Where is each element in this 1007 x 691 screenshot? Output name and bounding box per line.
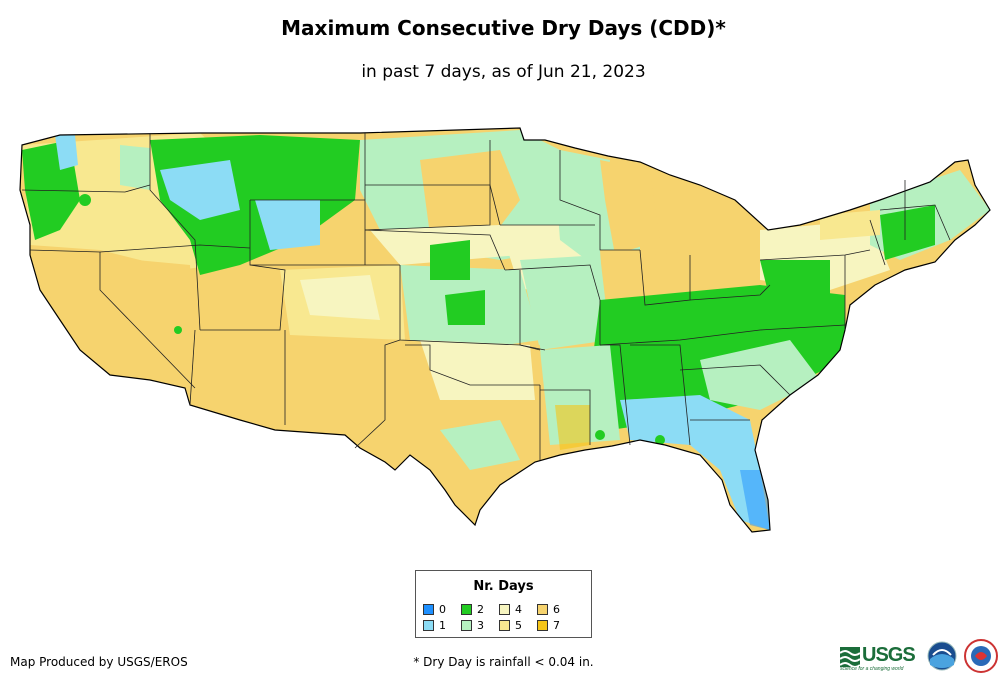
legend-label: 6 [553,602,560,616]
legend-swatch [537,619,548,631]
legend-swatch [499,619,510,631]
legend-swatch [423,619,434,631]
legend-swatch [461,603,472,615]
legend-item-5: 5 [499,617,537,633]
legend-label: 5 [515,618,522,632]
legend-item-6: 6 [537,601,575,617]
state-borders [21,133,951,460]
legend-swatch [423,603,434,615]
legend-swatch [537,603,548,615]
legend-swatch [461,619,472,631]
legend-label: 3 [477,618,484,632]
usgs-logo: USGS science for a changing world [840,644,920,672]
legend-item-2: 2 [461,601,499,617]
noaa-logo-icon [927,641,957,671]
agency-logos: USGS science for a changing world [840,638,1000,678]
legend: Nr. Days 0 2 4 6 1 3 5 7 [415,570,592,638]
credit-text: Map Produced by USGS/EROS [10,655,188,669]
legend-item-3: 3 [461,617,499,633]
legend-label: 0 [439,602,446,616]
nws-logo-icon [964,639,998,673]
legend-swatch [499,603,510,615]
map-title: Maximum Consecutive Dry Days (CDD)* [281,16,726,40]
legend-label: 4 [515,602,522,616]
legend-item-7: 7 [537,617,575,633]
cdd-raster [20,128,990,532]
usgs-wave-icon [840,647,860,667]
map-subtitle: in past 7 days, as of Jun 21, 2023 [361,62,646,82]
legend-label: 2 [477,602,484,616]
legend-label: 1 [439,618,446,632]
legend-item-0: 0 [423,601,461,617]
legend-grid: 0 2 4 6 1 3 5 7 [423,601,575,633]
footnote: * Dry Day is rainfall < 0.04 in. [413,655,594,669]
legend-item-1: 1 [423,617,461,633]
legend-title: Nr. Days [473,579,534,594]
usgs-wordmark: USGS [862,644,916,666]
legend-label: 7 [553,618,560,632]
legend-item-4: 4 [499,601,537,617]
usgs-tagline: science for a changing world [840,666,904,672]
